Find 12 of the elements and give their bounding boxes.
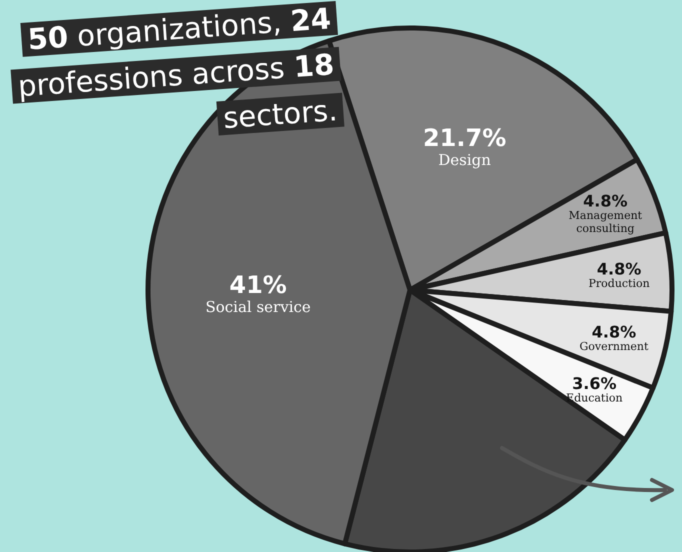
text: 50 organizations, 24 professions across 18 sectors. [10,0,344,136]
slice-label: Production [588,277,650,290]
data-label: 4.8% [583,192,628,211]
slice-label: Design [438,151,492,170]
data-label: 4.8% [592,322,636,342]
data-label: 3.6% [572,374,616,393]
data-label: 21.7% [422,124,506,152]
data-label: 41% [229,270,287,299]
slice-label: Management consulting [568,209,643,236]
slice-label: Government [580,340,649,353]
slice-label: Social service [205,298,311,316]
data-label: 4.8% [596,260,642,279]
